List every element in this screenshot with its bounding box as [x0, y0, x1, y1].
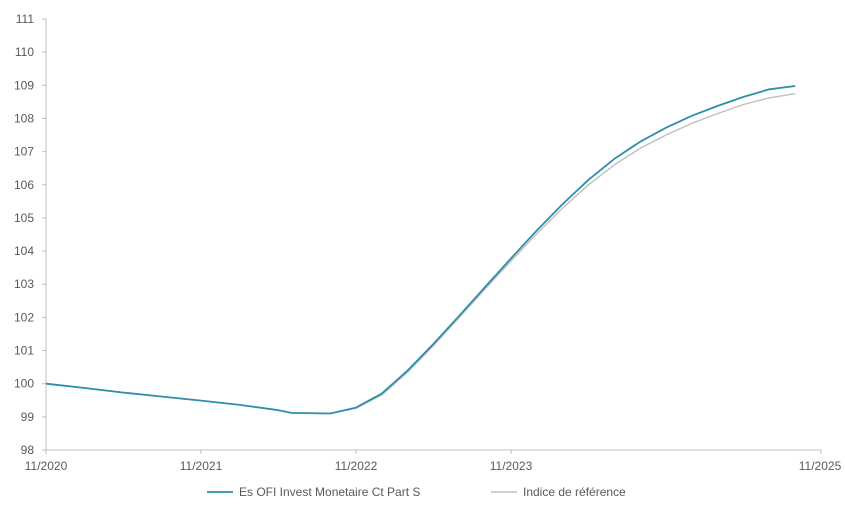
y-tick-label: 99 — [21, 410, 35, 424]
series-line-2 — [45, 92, 796, 415]
y-tick-label: 103 — [14, 277, 34, 291]
y-tick-label: 104 — [14, 244, 34, 258]
y-tick-label: 101 — [14, 344, 34, 358]
y-tick-label: 105 — [14, 211, 34, 225]
y-tick-label: 106 — [14, 178, 34, 192]
y-tick-label: 111 — [16, 12, 35, 26]
x-tick-label: 11/2022 — [335, 459, 378, 473]
series-line-1 — [45, 85, 796, 415]
x-tick-label: 11/2025 — [799, 459, 842, 473]
axes — [42, 18, 822, 454]
x-tick-label: 11/2020 — [25, 459, 68, 473]
y-tick-label: 108 — [14, 111, 34, 125]
y-tick-label: 100 — [14, 377, 34, 391]
y-tick-label: 102 — [14, 310, 34, 324]
y-tick-labels: 98 99 100 101 102 103 104 105 106 107 108 109 110 111 — [14, 12, 34, 457]
legend: Es OFI Invest Monetaire Ct Part S Indice … — [207, 485, 626, 499]
y-tick-label: 110 — [15, 45, 34, 59]
legend-label-1: Es OFI Invest Monetaire Ct Part S — [239, 485, 420, 499]
y-tick-label: 107 — [14, 145, 34, 159]
legend-label-2: Indice de référence — [523, 485, 626, 499]
series-lines — [45, 85, 796, 415]
x-tick-label: 11/2023 — [490, 459, 533, 473]
y-tick-label: 109 — [14, 78, 34, 92]
x-tick-labels: 11/2020 11/2021 11/2022 11/2023 11/2025 — [25, 459, 842, 473]
x-tick-label: 11/2021 — [180, 459, 223, 473]
y-tick-label: 98 — [21, 443, 35, 457]
